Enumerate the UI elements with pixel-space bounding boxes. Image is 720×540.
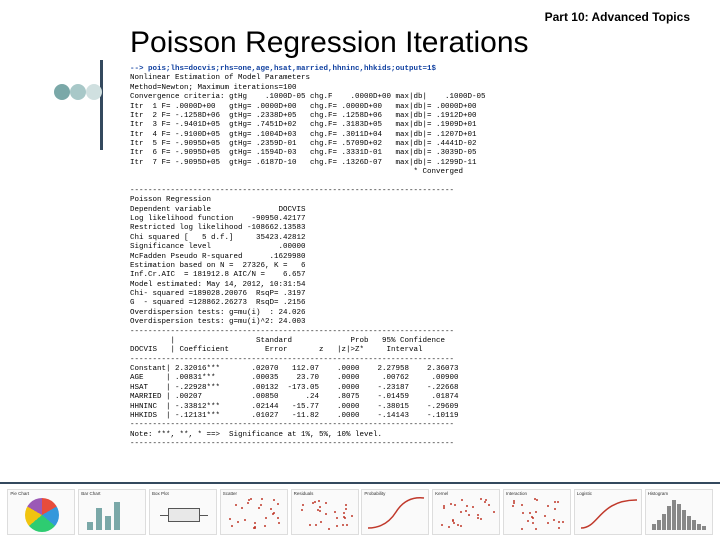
- thumb-scatter2: Residuals: [291, 489, 359, 535]
- thumb-bars: Bar Chart: [78, 489, 146, 535]
- page-title: Poisson Regression Iterations: [130, 26, 529, 60]
- thumb-scatter1: Scatter: [220, 489, 288, 535]
- regression-output: --> pois;lhs=docvis;rhs=one,age,hsat,mar…: [130, 65, 700, 449]
- thumb-curve: Probability: [361, 489, 429, 535]
- thumb-hist: Histogram: [645, 489, 713, 535]
- thumbnail-strip: Pie Chart Bar Chart Box Plot Scatter Res…: [0, 482, 720, 540]
- thumb-scatter4: Interaction: [503, 489, 571, 535]
- section-header: Part 10: Advanced Topics: [545, 10, 690, 24]
- thumb-pie: Pie Chart: [7, 489, 75, 535]
- thumb-logistic: Logistic: [574, 489, 642, 535]
- thumb-boxplot: Box Plot: [149, 489, 217, 535]
- thumb-scatter3: Kernel: [432, 489, 500, 535]
